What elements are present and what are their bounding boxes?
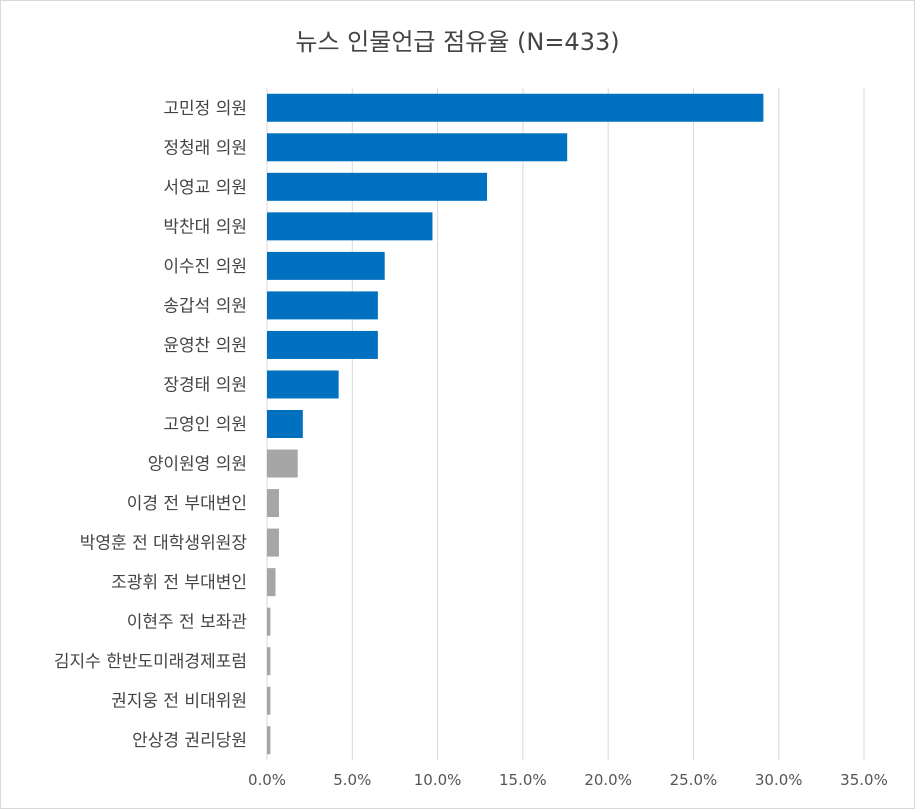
bar xyxy=(267,607,271,636)
x-tick-label: 20.0% xyxy=(584,771,632,789)
bar xyxy=(267,449,298,478)
category-label: 김지수 한반도미래경제포럼 xyxy=(54,652,247,672)
bar xyxy=(267,489,279,518)
bar xyxy=(267,251,385,280)
x-tick-labels: 0.0% 5.0% 10.0% 15.0% 20.0% 25.0% 30.0% 35.0% xyxy=(248,771,888,789)
category-label: 양이원영 의원 xyxy=(148,455,247,475)
bar xyxy=(267,330,378,359)
bar xyxy=(267,686,271,715)
x-tick-label: 15.0% xyxy=(499,771,547,789)
category-label: 장경태 의원 xyxy=(163,375,247,395)
bar xyxy=(267,133,568,162)
bar xyxy=(267,528,279,557)
x-tick-label: 35.0% xyxy=(840,771,888,789)
category-label: 정청래 의원 xyxy=(163,138,247,158)
category-label: 이수진 의원 xyxy=(163,257,247,277)
x-tick-label: 5.0% xyxy=(333,771,371,789)
category-label: 이경 전 부대변인 xyxy=(127,494,247,514)
category-label: 박찬대 의원 xyxy=(163,217,247,237)
bar xyxy=(267,647,271,676)
bar xyxy=(267,212,433,241)
category-label: 이현주 전 보좌관 xyxy=(127,613,247,633)
bar xyxy=(267,410,303,438)
category-label: 박영훈 전 대학생위원장 xyxy=(80,534,248,554)
category-label: 서영교 의원 xyxy=(163,178,247,198)
category-label: 권지웅 전 비대위원 xyxy=(111,692,247,712)
bar xyxy=(267,172,488,201)
x-tick-label: 25.0% xyxy=(670,771,718,789)
bar xyxy=(267,370,339,399)
x-tick-label: 10.0% xyxy=(414,771,462,789)
chart-title: 뉴스 인물언급 점유율 (N=433) xyxy=(295,28,620,56)
category-label: 송갑석 의원 xyxy=(163,296,247,316)
category-label: 고민정 의원 xyxy=(163,99,247,119)
category-label: 안상경 권리당원 xyxy=(132,731,247,751)
category-label: 고영인 의원 xyxy=(163,415,247,435)
x-tick-label: 30.0% xyxy=(755,771,803,789)
bar xyxy=(267,726,271,755)
category-label: 조광휘 전 부대변인 xyxy=(111,573,247,593)
bar xyxy=(267,93,764,122)
category-label: 윤영찬 의원 xyxy=(163,336,247,356)
bar xyxy=(267,291,378,320)
bars xyxy=(267,93,764,755)
x-tick-label: 0.0% xyxy=(248,771,286,789)
bar xyxy=(267,568,276,597)
